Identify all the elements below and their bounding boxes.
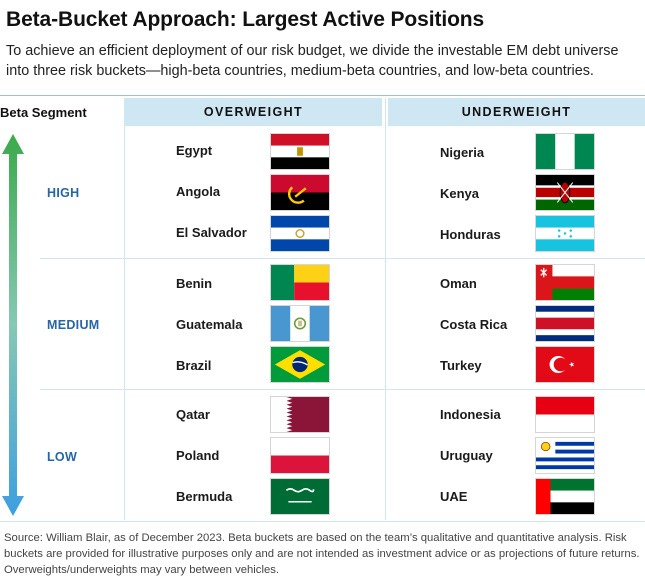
el-salvador-flag-icon <box>270 215 330 252</box>
beta-double-arrow <box>2 134 24 516</box>
country-name: UAE <box>440 489 468 504</box>
header-rule <box>0 95 645 96</box>
costa-rica-flag-icon <box>535 305 595 342</box>
country-name: Egypt <box>176 143 213 158</box>
segment-divider-medium-low <box>40 389 645 390</box>
country-name: Qatar <box>176 407 210 422</box>
country-name: Oman <box>440 276 477 291</box>
bermuda-flag-icon <box>270 478 330 515</box>
country-name: Angola <box>176 184 221 199</box>
kenya-flag-icon <box>535 174 595 211</box>
country-name: Guatemala <box>176 317 243 332</box>
country-name: Turkey <box>440 358 482 373</box>
poland-flag-icon <box>270 437 330 474</box>
country-name: El Salvador <box>176 225 247 240</box>
brazil-flag-icon <box>270 346 330 383</box>
segment-label-low: LOW <box>47 450 78 464</box>
column-divider-left <box>124 98 125 520</box>
indonesia-flag-icon <box>535 396 595 433</box>
page-subtitle: To achieve an efficient deployment of ou… <box>6 43 619 79</box>
country-name: Costa Rica <box>440 317 508 332</box>
turkey-flag-icon <box>535 346 595 383</box>
footer-rule <box>0 521 645 522</box>
country-name: Honduras <box>440 227 501 242</box>
country-name: Kenya <box>440 186 480 201</box>
egypt-flag-icon <box>270 133 330 170</box>
country-name: Indonesia <box>440 407 501 422</box>
beta-segment-header: Beta Segment <box>0 104 87 120</box>
country-name: Brazil <box>176 358 212 373</box>
uruguay-flag-icon <box>535 437 595 474</box>
honduras-flag-icon <box>535 215 595 252</box>
oman-flag-icon <box>535 264 595 301</box>
guatemala-flag-icon <box>270 305 330 342</box>
qatar-flag-icon <box>270 396 330 433</box>
nigeria-flag-icon <box>535 133 595 170</box>
country-name: Bermuda <box>176 489 233 504</box>
segment-divider-high-medium <box>40 258 645 259</box>
country-name: Uruguay <box>440 448 493 463</box>
country-name: Nigeria <box>440 145 485 160</box>
underweight-header: UNDERWEIGHT <box>388 98 645 126</box>
source-footnote: Source: William Blair, as of December 20… <box>4 532 640 576</box>
column-divider-middle <box>385 98 386 520</box>
segment-label-medium: MEDIUM <box>47 318 100 332</box>
uae-flag-icon <box>535 478 595 515</box>
overweight-header: OVERWEIGHT <box>125 98 382 126</box>
country-name: Benin <box>176 276 213 291</box>
segment-label-high: HIGH <box>47 186 80 200</box>
country-name: Poland <box>176 448 220 463</box>
page-title: Beta-Bucket Approach: Largest Active Pos… <box>6 8 485 31</box>
angola-flag-icon <box>270 174 330 211</box>
benin-flag-icon <box>270 264 330 301</box>
